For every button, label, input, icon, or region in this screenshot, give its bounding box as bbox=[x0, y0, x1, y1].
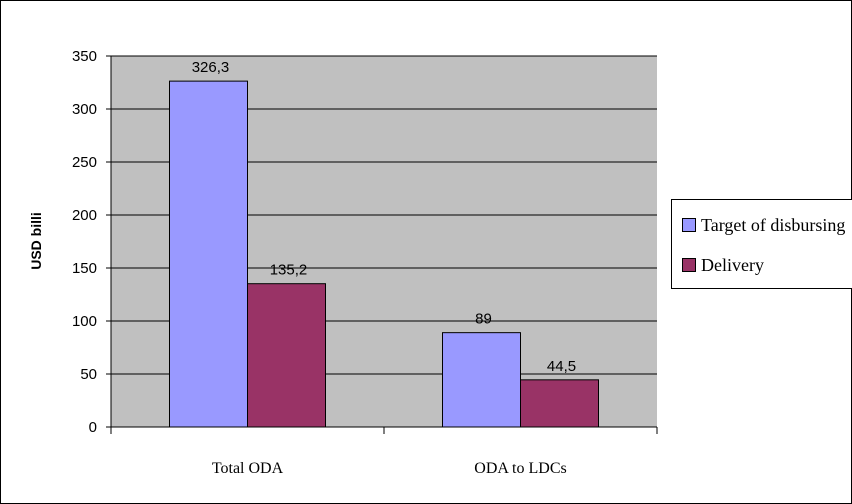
legend-item-target: Target of disbursing bbox=[682, 214, 845, 236]
y-tick-label: 350 bbox=[72, 48, 97, 65]
y-tick-label: 300 bbox=[72, 101, 97, 118]
y-axis-ticks: 0 50 100 150 200 250 300 350 bbox=[72, 48, 111, 436]
bar bbox=[247, 283, 326, 428]
y-tick-label: 50 bbox=[80, 366, 97, 383]
legend-swatch-delivery bbox=[682, 258, 696, 272]
legend-label-delivery: Delivery bbox=[701, 255, 764, 275]
legend-item-delivery: Delivery bbox=[682, 254, 764, 276]
y-tick-label: 0 bbox=[89, 419, 97, 436]
legend: Target of disbursing Delivery bbox=[671, 199, 852, 289]
y-tick-label: 100 bbox=[72, 313, 97, 330]
data-labels: 326,3 135,2 89 44,5 bbox=[192, 59, 576, 375]
y-tick-label: 150 bbox=[72, 260, 97, 277]
bar bbox=[169, 80, 248, 428]
bar bbox=[442, 332, 521, 428]
x-category-label: ODA to LDCs bbox=[474, 460, 566, 477]
legend-label-target: Target of disbursing bbox=[701, 215, 846, 235]
bar bbox=[520, 379, 599, 428]
x-category-label: Total ODA bbox=[212, 460, 284, 477]
legend-swatch-target bbox=[682, 218, 696, 232]
data-label: 44,5 bbox=[547, 358, 576, 375]
y-tick-label: 200 bbox=[72, 207, 97, 224]
data-label: 135,2 bbox=[270, 262, 308, 279]
x-axis-ticks: Total ODA ODA to LDCs bbox=[110, 427, 658, 477]
data-label: 326,3 bbox=[192, 59, 230, 76]
data-label: 89 bbox=[475, 311, 492, 328]
y-tick-label: 250 bbox=[72, 154, 97, 171]
y-axis-title: USD billi bbox=[28, 212, 44, 270]
